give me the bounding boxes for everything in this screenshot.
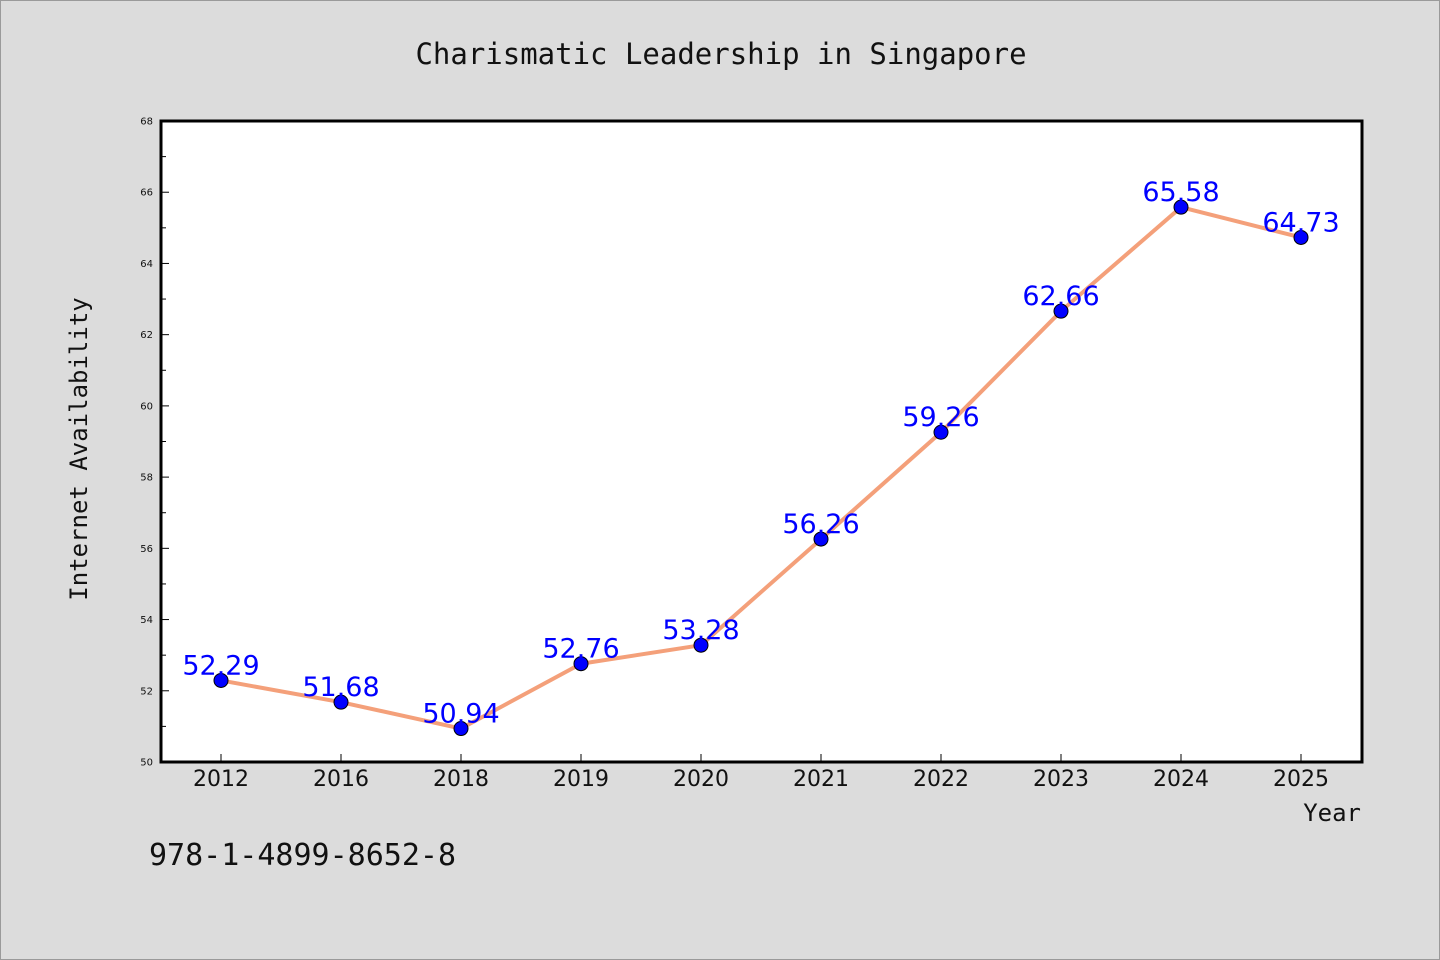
x-tick-label: 2019 (553, 767, 609, 792)
x-tick-label: 2012 (193, 767, 249, 792)
series-layer (213, 199, 1309, 737)
data-point (213, 672, 229, 688)
x-axis: 2012 2016 2018 2019 2020 2021 2022 2023 2024 2025 (193, 754, 1329, 792)
y-tick-label: 50 (140, 758, 153, 769)
x-tick-label: 2021 (793, 767, 849, 792)
x-tick-label: 2018 (433, 767, 489, 792)
data-label: 51.68 (302, 672, 379, 703)
data-label: 53.28 (662, 615, 739, 646)
plot-area (159, 119, 1364, 764)
x-tick-label: 2025 (1273, 767, 1329, 792)
data-label: 52.76 (542, 634, 619, 665)
data-label: 50.94 (422, 699, 499, 730)
x-tick-label: 2024 (1153, 767, 1209, 792)
data-point (453, 721, 469, 737)
data-label-layer: 52.29 51.68 50.94 52.76 53.28 56.26 59.26 62.66… (182, 177, 1339, 729)
isbn-text: 978-1-4899-8652-8 (149, 838, 456, 873)
data-point (693, 637, 709, 653)
data-label: 62.66 (1022, 281, 1099, 312)
data-point (933, 424, 949, 440)
y-tick-label: 68 (140, 117, 153, 128)
data-label: 65.58 (1142, 177, 1219, 208)
x-axis-label: Year (1303, 799, 1361, 827)
data-point (1293, 229, 1309, 245)
y-axis-label: Internet Availability (65, 297, 93, 600)
x-tick-label: 2023 (1033, 767, 1089, 792)
y-tick-label: 66 (140, 188, 153, 199)
data-label: 56.26 (782, 509, 859, 540)
data-point (1053, 303, 1069, 319)
series-line (219, 205, 1303, 731)
data-label: 52.29 (182, 650, 259, 681)
data-point (333, 694, 349, 710)
y-tick-label: 54 (140, 615, 153, 626)
chart-title: Charismatic Leadership in Singapore (415, 37, 1026, 71)
data-label: 64.73 (1262, 207, 1339, 238)
data-point (813, 531, 829, 547)
y-tick-label: 52 (140, 686, 153, 697)
data-label: 59.26 (902, 402, 979, 433)
data-point (573, 656, 589, 672)
x-tick-label: 2022 (913, 767, 969, 792)
y-tick-label: 60 (140, 401, 153, 412)
x-tick-label: 2016 (313, 767, 369, 792)
y-axis: 50 52 54 56 58 60 62 64 66 68 (140, 117, 169, 769)
y-tick-label: 58 (140, 473, 153, 484)
y-tick-label: 56 (140, 544, 153, 555)
y-tick-label: 62 (140, 330, 153, 341)
data-point (1173, 199, 1189, 215)
x-tick-label: 2020 (673, 767, 729, 792)
y-tick-label: 64 (140, 259, 153, 270)
